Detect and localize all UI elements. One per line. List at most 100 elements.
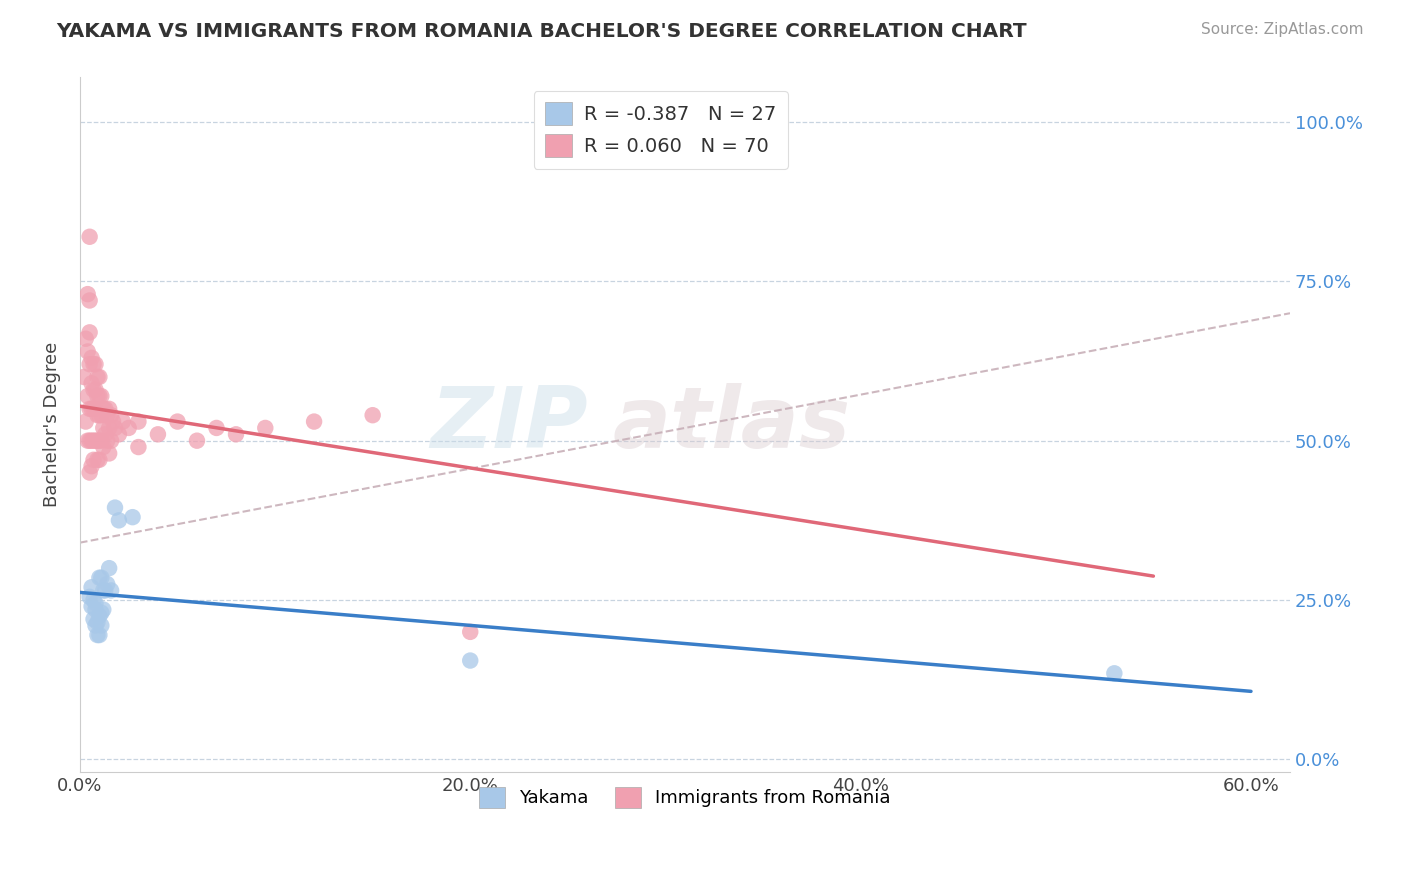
Point [89, 628, 111, 642]
Point [90, 434, 112, 448]
Point [127, 440, 149, 454]
Point [75, 332, 97, 346]
Point [83, 593, 105, 607]
Point [89, 370, 111, 384]
Point [98, 446, 121, 460]
Point [83, 434, 105, 448]
Text: YAKAMA VS IMMIGRANTS FROM ROMANIA BACHELOR'S DEGREE CORRELATION CHART: YAKAMA VS IMMIGRANTS FROM ROMANIA BACHEL… [56, 22, 1026, 41]
Point [100, 583, 122, 598]
Y-axis label: Bachelor's Degree: Bachelor's Degree [44, 343, 60, 508]
Point [108, 427, 131, 442]
Point [90, 618, 112, 632]
Point [100, 434, 122, 448]
Point [90, 408, 112, 422]
Point [90, 389, 112, 403]
Point [89, 434, 111, 448]
Point [96, 434, 118, 448]
Point [205, 421, 228, 435]
Point [86, 615, 108, 630]
Point [108, 513, 131, 527]
Point [91, 602, 114, 616]
Point [80, 351, 103, 365]
Point [86, 408, 108, 422]
Point [166, 415, 188, 429]
Point [79, 401, 101, 416]
Point [79, 357, 101, 371]
Point [86, 370, 108, 384]
Point [91, 440, 114, 454]
Point [186, 434, 208, 448]
Point [90, 571, 112, 585]
Point [91, 421, 114, 435]
Point [91, 583, 114, 598]
Text: ZIP: ZIP [430, 384, 588, 467]
Point [80, 459, 103, 474]
Point [89, 571, 111, 585]
Point [83, 357, 105, 371]
Point [458, 624, 481, 639]
Point [76, 389, 98, 403]
Point [84, 383, 107, 397]
Point [84, 434, 107, 448]
Point [127, 415, 149, 429]
Point [80, 376, 103, 391]
Point [111, 415, 134, 429]
Point [73, 370, 96, 384]
Legend: Yakama, Immigrants from Romania: Yakama, Immigrants from Romania [472, 780, 898, 815]
Point [94, 427, 117, 442]
Point [361, 408, 384, 422]
Point [84, 618, 107, 632]
Point [80, 599, 103, 614]
Point [84, 596, 107, 610]
Point [94, 583, 117, 598]
Point [225, 427, 247, 442]
Point [89, 389, 111, 403]
Text: atlas: atlas [613, 384, 851, 467]
Point [76, 344, 98, 359]
Point [79, 229, 101, 244]
Point [254, 421, 277, 435]
Point [86, 389, 108, 403]
Point [86, 452, 108, 467]
Point [79, 326, 101, 340]
Text: Source: ZipAtlas.com: Source: ZipAtlas.com [1201, 22, 1364, 37]
Point [1104, 666, 1126, 681]
Point [89, 408, 111, 422]
Point [104, 500, 127, 515]
Point [84, 602, 107, 616]
Point [89, 452, 111, 467]
Point [80, 580, 103, 594]
Point [83, 612, 105, 626]
Point [86, 434, 108, 448]
Point [104, 421, 127, 435]
Point [118, 421, 141, 435]
Point [89, 609, 111, 624]
Point [94, 401, 117, 416]
Point [100, 408, 122, 422]
Point [101, 415, 124, 429]
Point [79, 590, 101, 604]
Point [79, 466, 101, 480]
Point [79, 434, 101, 448]
Point [76, 434, 98, 448]
Point [84, 357, 107, 371]
Point [79, 293, 101, 308]
Point [96, 577, 118, 591]
Point [83, 383, 105, 397]
Point [91, 401, 114, 416]
Point [98, 561, 121, 575]
Point [302, 415, 325, 429]
Point [90, 606, 112, 620]
Point [96, 408, 118, 422]
Point [80, 434, 103, 448]
Point [80, 401, 103, 416]
Point [76, 287, 98, 301]
Point [146, 427, 169, 442]
Point [86, 628, 108, 642]
Point [83, 452, 105, 467]
Point [84, 401, 107, 416]
Point [75, 415, 97, 429]
Point [121, 510, 143, 524]
Point [98, 421, 121, 435]
Point [98, 401, 121, 416]
